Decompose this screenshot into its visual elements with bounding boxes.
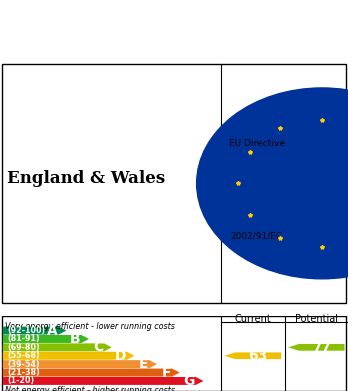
Text: (1-20): (1-20) [7,377,34,386]
Text: (21-38): (21-38) [7,368,40,377]
Text: Current: Current [235,314,271,324]
Text: (39-54): (39-54) [7,360,40,369]
Text: (92-100): (92-100) [7,326,45,335]
Polygon shape [3,352,134,360]
Text: 63: 63 [248,349,268,363]
Text: Not energy efficient - higher running costs: Not energy efficient - higher running co… [5,386,175,391]
Text: D: D [114,349,126,363]
Polygon shape [288,344,345,351]
Polygon shape [3,377,204,385]
Text: Very energy efficient - lower running costs: Very energy efficient - lower running co… [5,322,175,331]
Text: 2002/91/EC: 2002/91/EC [231,232,283,241]
Polygon shape [3,369,180,377]
Text: C: C [93,340,103,354]
Text: E: E [139,357,149,371]
Text: (81-91): (81-91) [7,334,40,343]
Text: Energy Efficiency Rating: Energy Efficiency Rating [10,16,239,34]
Text: EU Directive: EU Directive [229,139,285,148]
Text: B: B [70,332,81,346]
Text: F: F [162,366,171,380]
Text: 77: 77 [312,340,331,354]
Polygon shape [3,343,112,352]
Polygon shape [3,326,66,335]
Text: England & Wales: England & Wales [7,170,165,187]
Text: Potential: Potential [295,314,338,324]
Polygon shape [3,335,89,343]
Text: G: G [184,374,195,388]
Circle shape [197,88,348,279]
Text: (55-68): (55-68) [7,351,40,360]
Polygon shape [3,360,157,368]
Polygon shape [224,352,281,359]
Text: (69-80): (69-80) [7,343,40,352]
Text: A: A [47,324,58,337]
